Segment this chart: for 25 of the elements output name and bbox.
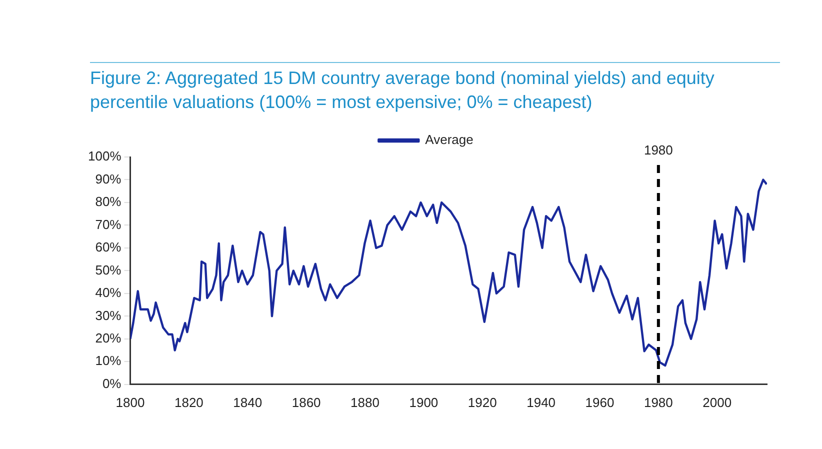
x-tick-label: 1820 [174, 394, 204, 410]
y-tick-label: 30% [95, 308, 122, 323]
x-tick-label: 1940 [526, 394, 556, 410]
x-tick-label: 2000 [702, 394, 732, 410]
y-tick-label: 20% [95, 330, 122, 346]
legend-label: Average [425, 132, 474, 148]
y-tick-label: 50% [95, 262, 122, 278]
y-tick-label: 0% [102, 376, 122, 391]
x-tick-label: 1900 [409, 394, 438, 410]
y-tick-label: 40% [95, 285, 122, 300]
y-tick-label: 90% [95, 171, 122, 186]
y-tick-label: 100% [88, 148, 122, 164]
y-tick-label: 80% [95, 194, 122, 210]
x-tick-label: 1960 [585, 394, 614, 410]
x-tick-label: 1880 [350, 394, 380, 410]
chart-title: Figure 2: Aggregated 15 DM country average bond (nominal yields) and equity percentile valuations (100% = most expensive; 0% = cheapest) [90, 62, 780, 114]
x-tick-label: 1860 [292, 394, 321, 410]
x-tick-label: 1980 [644, 394, 673, 410]
ref-line-label: 1980 [644, 142, 673, 158]
y-tick-label: 10% [95, 353, 122, 368]
y-tick-label: 70% [95, 216, 122, 232]
x-tick-label: 1920 [468, 394, 497, 410]
x-tick-label: 1840 [233, 394, 262, 410]
y-tick-label: 60% [95, 240, 122, 255]
x-tick-label: 1800 [116, 394, 145, 410]
